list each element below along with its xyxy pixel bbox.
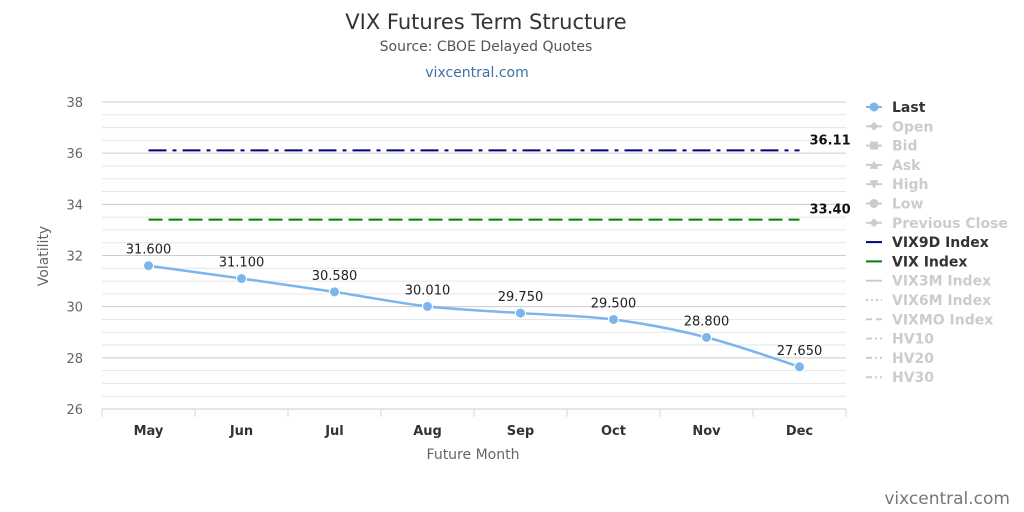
legend-symbol xyxy=(866,218,882,228)
grid-lines xyxy=(102,101,846,410)
y-tick-label: 34 xyxy=(66,198,83,213)
legend-item[interactable]: Open xyxy=(866,119,933,135)
data-point[interactable] xyxy=(236,273,247,285)
legend-label: HV20 xyxy=(892,351,934,367)
y-tick-label: 28 xyxy=(66,352,83,367)
legend-item[interactable]: High xyxy=(866,177,929,193)
legend-label: High xyxy=(892,177,929,193)
x-tick-label: Dec xyxy=(786,424,813,439)
data-point[interactable] xyxy=(329,286,340,298)
credit-text[interactable]: vixcentral.com xyxy=(884,489,1010,509)
legend-item[interactable]: VIXMO Index xyxy=(866,312,993,328)
x-tick-label: Nov xyxy=(692,424,721,439)
legend-symbol xyxy=(866,199,882,208)
data-label: 31.600 xyxy=(126,243,172,258)
data-point[interactable] xyxy=(608,313,619,325)
legend-item[interactable]: HV30 xyxy=(866,370,934,386)
y-tick-label: 26 xyxy=(66,403,83,418)
data-label: 30.010 xyxy=(405,283,451,298)
legend-symbol xyxy=(866,160,882,169)
data-label: 29.500 xyxy=(591,296,637,311)
data-label: 31.100 xyxy=(219,256,265,271)
data-label: 30.580 xyxy=(312,269,358,284)
legend-item[interactable]: Ask xyxy=(866,158,921,174)
legend-symbol xyxy=(866,180,882,189)
reference-line-label: 33.40 xyxy=(810,203,851,218)
legend-symbol xyxy=(866,102,882,112)
legend-label: VIX Index xyxy=(892,254,967,270)
legend-label: Ask xyxy=(892,158,921,174)
x-axis-ticks: May Jun Jul Aug Sep Oct Nov Dec xyxy=(101,409,847,439)
data-label: 27.650 xyxy=(777,344,823,359)
y-tick-label: 30 xyxy=(66,301,83,316)
chart-title: VIX Futures Term Structure xyxy=(345,10,626,34)
data-label: 28.800 xyxy=(684,314,730,329)
legend-label: Low xyxy=(892,197,924,213)
data-point[interactable] xyxy=(143,260,154,272)
legend-item[interactable]: HV10 xyxy=(866,332,934,348)
x-tick-label: Sep xyxy=(507,424,535,439)
source-link[interactable]: vixcentral.com xyxy=(425,65,528,81)
x-tick-label: Oct xyxy=(601,424,626,439)
legend-label: HV10 xyxy=(892,332,934,348)
legend-label: Last xyxy=(892,100,926,116)
data-label: 29.750 xyxy=(498,290,544,305)
chart-subtitle: Source: CBOE Delayed Quotes xyxy=(380,39,593,55)
reference-lines: 36.11 33.40 xyxy=(148,133,851,221)
data-point[interactable] xyxy=(515,307,526,319)
y-tick-label: 36 xyxy=(66,147,83,162)
legend-symbol xyxy=(866,121,882,131)
x-tick-label: Jun xyxy=(229,424,253,439)
reference-line-label: 36.11 xyxy=(810,133,851,148)
y-tick-label: 32 xyxy=(66,250,83,265)
y-tick-label: 38 xyxy=(66,96,83,111)
data-point[interactable] xyxy=(701,331,712,343)
legend-item[interactable]: Low xyxy=(866,197,924,213)
legend-item[interactable]: Bid xyxy=(866,139,918,155)
series-line xyxy=(148,264,800,368)
legend-item[interactable]: VIX9D Index xyxy=(866,235,989,251)
legend-item[interactable]: VIX6M Index xyxy=(866,293,991,309)
legend-label: Previous Close xyxy=(892,216,1008,232)
legend-symbol xyxy=(866,141,882,150)
legend-label: Bid xyxy=(892,139,918,155)
legend: Last Open Bid Ask High Low Previous Close VIX9D… xyxy=(866,100,1008,386)
legend-item[interactable]: HV20 xyxy=(866,351,934,367)
x-tick-label: May xyxy=(134,424,164,439)
x-tick-label: Jul xyxy=(324,424,344,439)
legend-label: VIX9D Index xyxy=(892,235,989,251)
legend-item[interactable]: Last xyxy=(866,100,926,116)
x-tick-label: Aug xyxy=(413,424,442,439)
legend-label: VIXMO Index xyxy=(892,312,993,328)
legend-label: VIX3M Index xyxy=(892,274,991,290)
series-last: 31.600 31.100 30.580 30.010 29.750 29.500 28.8… xyxy=(126,243,823,373)
y-axis-ticks: 26 28 30 32 34 36 38 xyxy=(66,96,83,418)
y-axis-title: Volatility xyxy=(36,226,52,286)
legend-label: Open xyxy=(892,119,933,135)
legend-label: HV30 xyxy=(892,370,934,386)
legend-item[interactable]: VIX3M Index xyxy=(866,274,991,290)
data-point[interactable] xyxy=(794,361,805,373)
x-axis-title: Future Month xyxy=(427,447,520,463)
legend-item[interactable]: VIX Index xyxy=(866,254,967,270)
data-point[interactable] xyxy=(422,300,433,312)
legend-item[interactable]: Previous Close xyxy=(866,216,1008,232)
legend-label: VIX6M Index xyxy=(892,293,991,309)
